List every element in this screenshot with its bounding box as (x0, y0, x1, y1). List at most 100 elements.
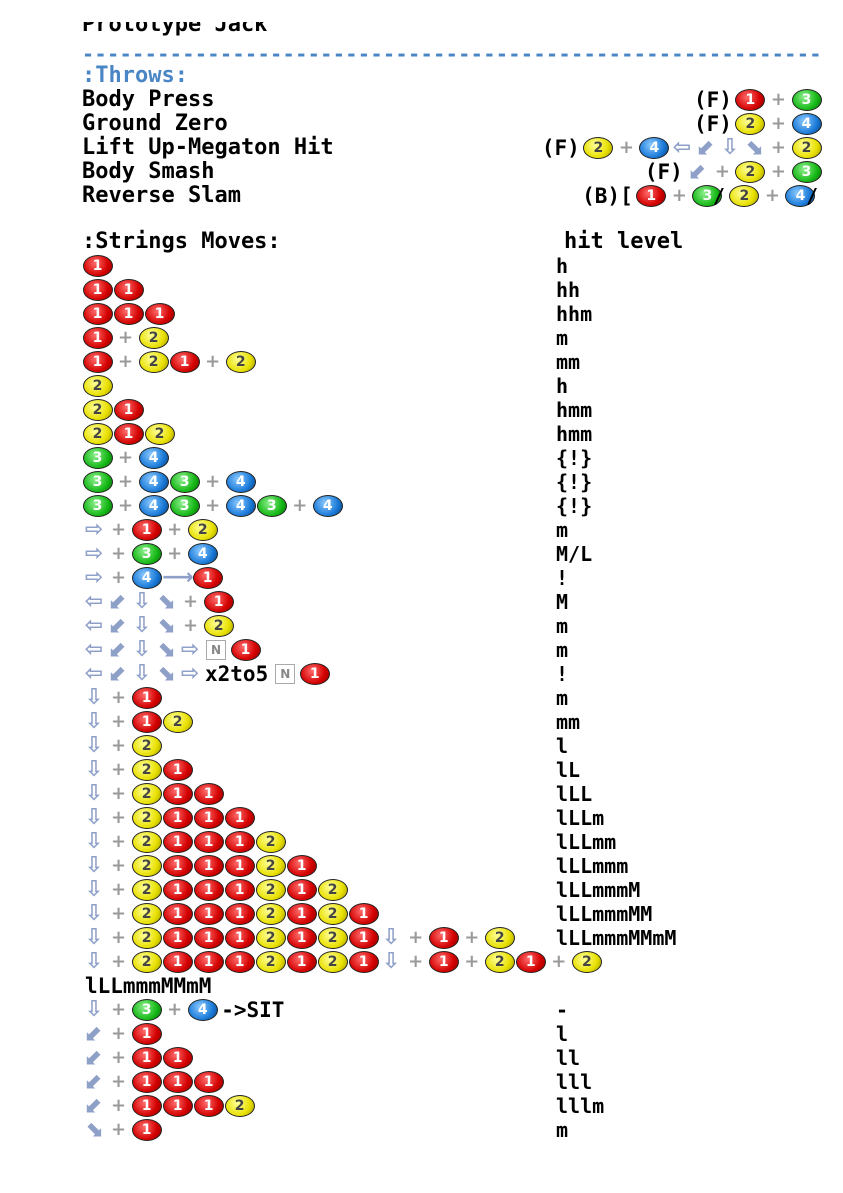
plus-icon: + (111, 927, 127, 948)
button-1-icon: 1 (193, 831, 224, 853)
button-2-icon: 2 (131, 831, 162, 853)
button-2-icon: 2 (317, 951, 348, 973)
throws-heading: :Throws: (82, 63, 188, 88)
button-1-icon: 1 (735, 89, 766, 111)
hit-level: m (556, 686, 569, 710)
button-4-icon: 4 (187, 543, 218, 565)
throw-row: Reverse Slam (B)[1 +3/2 +4/ (82, 184, 822, 209)
button-1-icon: 1 (193, 855, 224, 877)
plus-icon: + (464, 951, 480, 972)
separator-line: ----------------------------------------… (82, 44, 822, 64)
string-row: ⇩ +2 1 1 1 2 1 2 1 lLLmmmMM (82, 902, 822, 926)
plus-icon: + (111, 687, 127, 708)
button-3-icon: 3 (131, 999, 162, 1021)
string-row: ⇦ ⬋ ⇩ ⬊ +1 M (82, 590, 822, 614)
plus-icon: + (111, 807, 127, 828)
string-row: ⬋ +1 1 1 2 lllm (82, 1094, 822, 1118)
button-1-icon: 1 (286, 951, 317, 973)
string-row: ⇩ +2 1 1 1 2 1 2 1 ⇩ +1 +2 1 +2 (82, 950, 822, 974)
plus-icon: + (464, 927, 480, 948)
arrow-down-icon: ⇩ (84, 805, 104, 830)
arrow-down-icon: ⇩ (132, 661, 152, 686)
button-3-icon: 3 (82, 495, 113, 517)
string-command: ⇩ +2 1 1 1 2 1 2 1 ⇩ +1 +2 1 +2 (82, 950, 602, 974)
arrow-down-forward-icon: ⬊ (156, 661, 176, 686)
button-3-icon: 3 (791, 89, 822, 111)
command-text: (B)[ (582, 184, 633, 208)
hit-level: m (556, 326, 569, 350)
plus-icon: + (111, 903, 127, 924)
hit-level: l (556, 734, 569, 758)
button-4-icon: 4 (138, 471, 169, 493)
arrow-down-icon: ⇩ (132, 589, 152, 614)
plus-icon: + (111, 1071, 127, 1092)
button-2-icon: 2 (131, 879, 162, 901)
plus-icon: + (111, 1023, 127, 1044)
button-4-icon: 4 (131, 567, 162, 589)
string-command: ⬊ +1 (82, 1118, 162, 1142)
hit-level: - (556, 998, 569, 1022)
plus-icon: + (111, 1047, 127, 1068)
neutral-icon: N (206, 640, 226, 660)
string-row: 1 1 1 hhm (82, 302, 822, 326)
button-2-icon: 2 (791, 137, 822, 159)
arrow-down-back-icon: ⬋ (84, 1069, 104, 1094)
arrow-down-icon: ⇩ (84, 757, 104, 782)
button-1-icon: 1 (224, 951, 255, 973)
button-2-icon: 2 (735, 161, 766, 183)
button-1-icon: 1 (82, 255, 113, 277)
button-1-icon: 1 (193, 783, 224, 805)
string-row: ⇩ +3 +4 ->SIT - (82, 998, 822, 1022)
arrow-down-icon: ⇩ (381, 949, 401, 974)
throw-name: Body Smash (82, 159, 215, 184)
plus-icon: + (408, 951, 424, 972)
arrow-down-back-icon: ⬋ (108, 661, 128, 686)
string-command: ⇨ +1 +2 (82, 518, 218, 542)
button-4-icon: 4 (187, 999, 218, 1021)
button-1-icon: 1 (193, 1095, 224, 1117)
button-1-icon: 1 (299, 663, 330, 685)
plus-icon: + (118, 447, 134, 468)
button-2-icon: 2 (255, 855, 286, 877)
string-row: ⇨ +1 +2 m (82, 518, 822, 542)
button-2-icon: 2 (735, 113, 766, 135)
button-1-icon: 1 (131, 711, 162, 733)
button-3-icon: 3 (169, 495, 200, 517)
button-1-icon: 1 (636, 185, 667, 207)
plus-icon: + (111, 1095, 127, 1116)
button-1-icon: 1 (113, 303, 144, 325)
button-1-icon: 1 (193, 879, 224, 901)
arrow-down-back-icon: ⬋ (108, 589, 128, 614)
arrow-down-icon: ⇩ (84, 949, 104, 974)
string-command: ⇩ +3 +4 ->SIT (82, 998, 287, 1022)
document-title: Prototype Jack (82, 22, 268, 37)
button-1-icon: 1 (131, 1119, 162, 1141)
button-1-icon: 1 (162, 831, 193, 853)
plus-icon: + (292, 495, 308, 516)
plus-icon: + (111, 879, 127, 900)
button-1-icon: 1 (82, 327, 113, 349)
string-command: 1 (82, 254, 113, 278)
string-row: 2 1 hmm (82, 398, 822, 422)
button-2-icon: 2 (131, 951, 162, 973)
button-2-icon: 2 (484, 927, 515, 949)
throw-name: Lift Up-Megaton Hit (82, 135, 334, 160)
string-row: ⬊ +1 m (82, 1118, 822, 1142)
button-1-icon: 1 (162, 951, 193, 973)
button-1-icon: 1 (131, 1071, 162, 1093)
string-command: ⇩ +1 2 (82, 710, 193, 734)
hit-level: lLLmm (556, 830, 617, 854)
button-1-icon: 1 (131, 519, 162, 541)
plus-icon: + (408, 927, 424, 948)
throw-command: (F) ⬋ +2 +3 (642, 160, 822, 184)
plus-icon: + (770, 113, 786, 134)
plus-icon: + (111, 543, 127, 564)
button-1-icon: 1 (162, 1071, 193, 1093)
string-row: ⇩ +2 1 lL (82, 758, 822, 782)
button-1-icon: 1 (144, 303, 175, 325)
string-command: 1 +2 1 +2 (82, 350, 256, 374)
arrow-back-icon: ⇦ (84, 613, 104, 638)
string-command: ⬋ +1 1 1 2 (82, 1094, 255, 1118)
hit-level: {!} (556, 494, 593, 518)
button-1-icon: 1 (162, 879, 193, 901)
